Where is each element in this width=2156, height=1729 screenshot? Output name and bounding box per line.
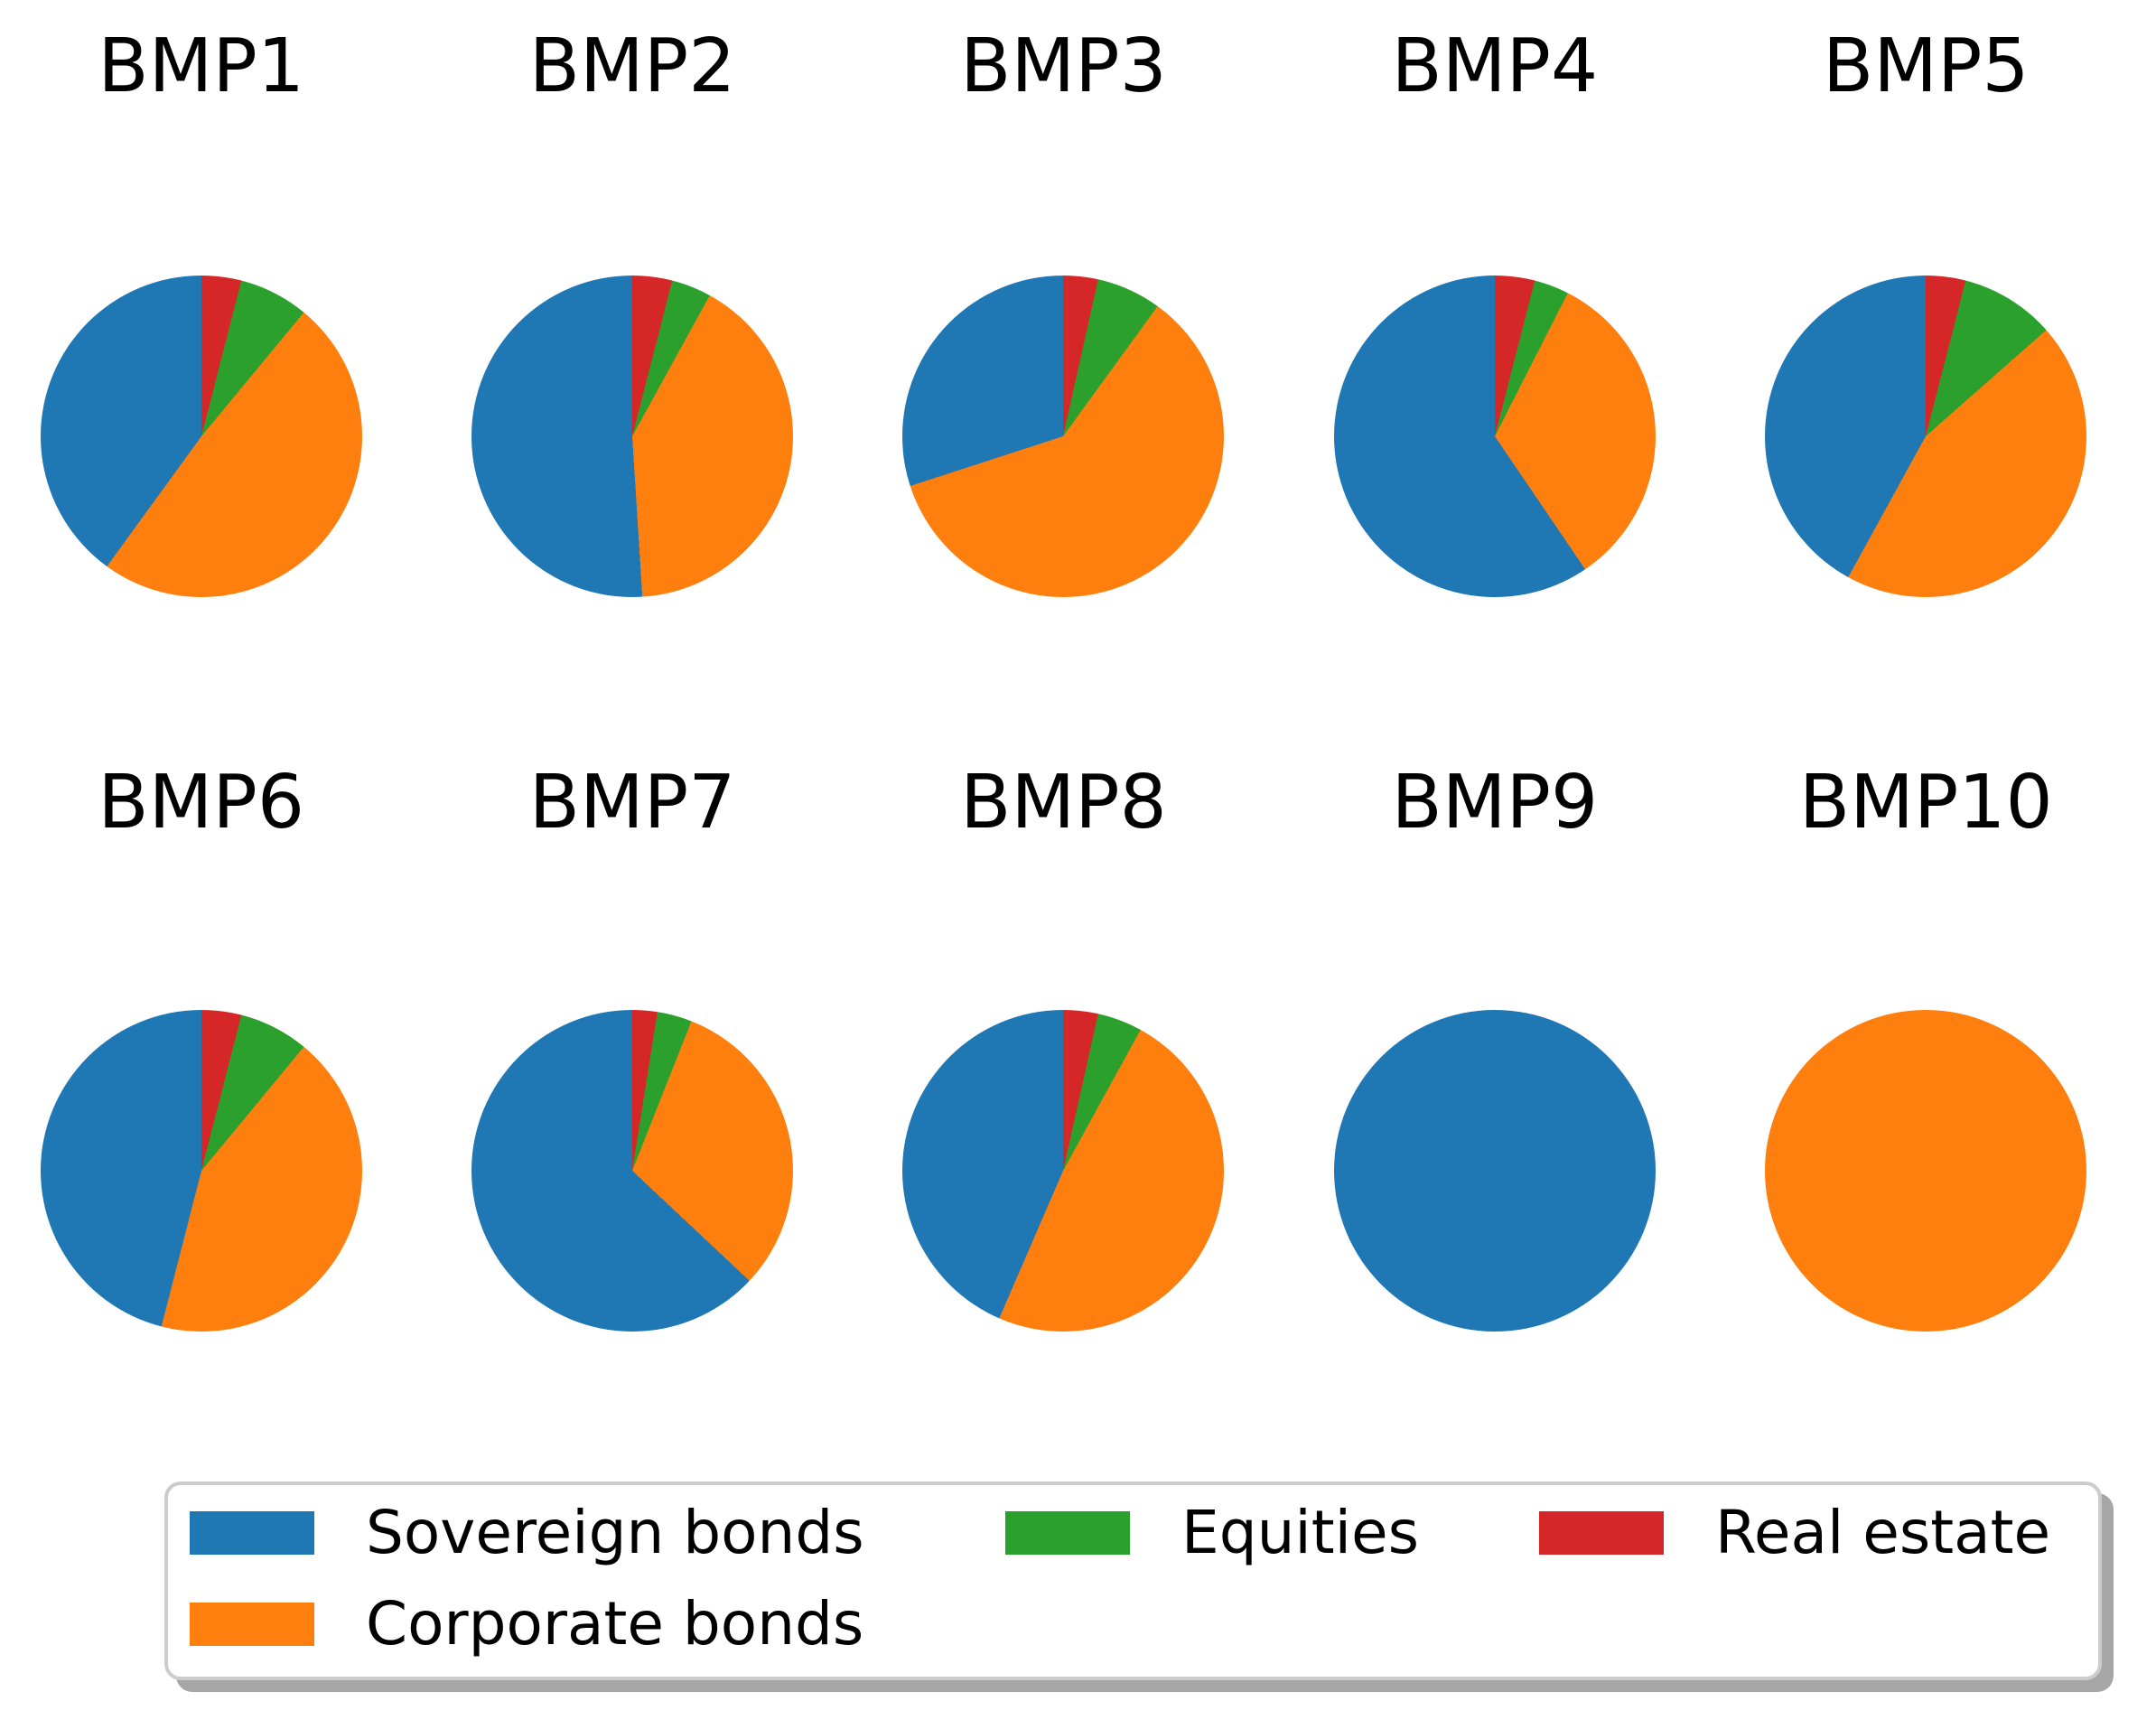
legend-item-equities: Equities [1005,1503,1419,1563]
legend-label-real-estate: Real estate [1715,1498,2051,1567]
pie-title-bmp2: BMP2 [528,23,736,109]
pie-title-bmp5: BMP5 [1822,23,2030,109]
legend-swatch-sovereign-bonds [190,1511,314,1555]
pie-title-bmp4: BMP4 [1391,23,1599,109]
row1-pies [0,276,2142,597]
pie-chart-bmp3 [902,276,1225,597]
pie-chart-bmp6 [40,1010,362,1332]
pie-chart-bmp9 [1333,1010,1656,1332]
pie-title-bmp6: BMP6 [98,760,304,846]
pie-title-bmp8: BMP8 [960,760,1167,846]
legend-swatch-real-estate [1539,1511,1664,1555]
pie-chart-bmp2 [471,276,794,597]
pie-title-bmp7: BMP7 [528,760,736,846]
row2-pies [0,1010,2142,1332]
pie-chart-bmp1 [40,276,362,597]
pie-chart-bmp5 [1765,276,2087,597]
pie-title-bmp3: BMP3 [960,23,1167,109]
row1-titles: BMP1 BMP2 BMP3 BMP4 BMP5 [0,30,2142,104]
pie-chart-bmp10 [1765,1010,2087,1332]
legend-box: Sovereign bonds Corporate bonds Equities… [164,1481,2102,1680]
legend-item-real-estate: Real estate [1539,1503,2050,1563]
pie-chart-bmp8 [902,1010,1225,1332]
legend-item-corporate-bonds: Corporate bonds [190,1594,863,1654]
pie-title-bmp1: BMP1 [98,23,304,109]
legend-label-sovereign-bonds: Sovereign bonds [366,1498,864,1567]
legend-item-sovereign-bonds: Sovereign bonds [190,1503,864,1563]
pie-title-bmp10: BMP10 [1798,760,2053,846]
row2-titles: BMP6 BMP7 BMP8 BMP9 BMP10 [0,766,2142,840]
legend-swatch-equities [1005,1511,1130,1555]
pie-title-bmp9: BMP9 [1391,760,1599,846]
legend-swatch-corporate-bonds [190,1603,314,1646]
legend-label-equities: Equities [1181,1498,1419,1567]
legend-label-corporate-bonds: Corporate bonds [366,1589,864,1659]
pie-chart-bmp4 [1333,276,1656,597]
pie-chart-bmp7 [471,1010,794,1332]
